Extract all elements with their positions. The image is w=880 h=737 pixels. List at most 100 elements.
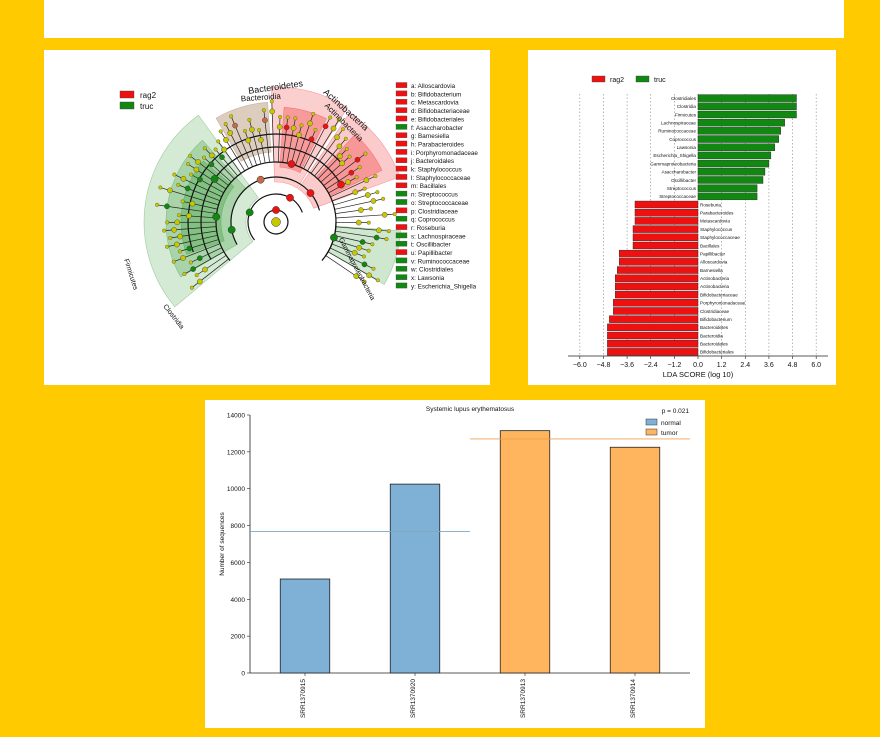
tree-node — [186, 213, 192, 219]
tree-node — [177, 233, 183, 240]
x-tick-label: SRR1370913 — [520, 679, 527, 718]
clade-shade-clostridiales — [180, 160, 235, 255]
tree-leaf — [392, 212, 397, 217]
tree-leaf — [313, 128, 318, 132]
tree-leaf — [177, 249, 182, 254]
tree-leaf — [347, 154, 352, 159]
lda-bar — [697, 102, 797, 110]
bar-legend-swatch-normal — [645, 418, 658, 426]
tree-ring-1 — [247, 193, 303, 241]
tree-leaf — [171, 259, 176, 264]
tree-branch — [190, 247, 222, 263]
tree-node — [366, 272, 372, 279]
lda-bar — [607, 348, 699, 356]
key-entry-f: f: Asaccharobacter — [411, 125, 463, 132]
tree-leaf — [172, 172, 177, 177]
lda-x-axis-label: LDA SCORE (log 10) — [663, 370, 734, 379]
lda-tick-label: −2.4 — [644, 362, 658, 369]
tree-leaf — [216, 139, 221, 144]
tree-leaf — [247, 117, 252, 122]
tree-node — [269, 108, 275, 115]
tree-node — [186, 245, 193, 252]
tree-node — [330, 125, 337, 132]
cladogram-legend-label-truc: truc — [140, 102, 153, 111]
tree-internal-node — [210, 175, 219, 183]
tree-node — [189, 200, 196, 207]
tree-branch — [299, 129, 316, 167]
tree-node — [195, 159, 201, 165]
lda-bar — [697, 110, 797, 119]
key-entry-k: k: Staphylococcus — [411, 167, 462, 174]
tree-node — [358, 207, 364, 213]
key-entry-g: g: Barnesiella — [411, 133, 450, 140]
lda-bar — [697, 143, 776, 151]
lda-bar-label: Actinobacteria — [700, 284, 730, 289]
lda-bar-label: Staphylococcaceae — [700, 235, 740, 240]
tree-leaf — [371, 266, 376, 271]
lda-tick-label: 4.8 — [788, 362, 798, 369]
tree-node — [356, 244, 362, 251]
tree-leaf — [180, 199, 185, 204]
key-swatch — [395, 232, 408, 239]
tree-internal-node — [256, 175, 265, 184]
lda-bar — [619, 258, 699, 266]
lda-bar — [697, 118, 785, 127]
lda-legend-swatch-truc — [635, 75, 650, 83]
key-entry-u: u: Papillibacter — [411, 250, 452, 257]
key-swatch — [395, 99, 408, 105]
tree-branch — [326, 166, 360, 190]
tree-node — [336, 143, 343, 150]
tree-leaf — [218, 129, 223, 134]
lda-bar-label: Bifidobacteriales — [700, 350, 734, 355]
sequences-panel: Systemic lupus erythematosus p = 0.021 0 20… — [205, 400, 705, 728]
tree-leaf — [257, 128, 262, 133]
lda-bar-label: Ruminococcaceae — [658, 129, 696, 134]
lda-bar-label: Porphyromonadaceae — [700, 301, 746, 306]
key-swatch — [395, 107, 408, 113]
lda-tick-label: −6.0 — [573, 362, 587, 369]
tree-leaf — [165, 220, 170, 225]
y-axis-label: Number of sequences — [219, 511, 226, 575]
tree-internal-node — [227, 225, 236, 234]
tree-leaf — [293, 116, 298, 121]
lda-bar-label: Lawsonia — [677, 145, 697, 150]
lda-bar — [697, 184, 758, 192]
lda-bar-label: Barnesiella — [700, 268, 723, 273]
key-entry-b: b: Bifidobacterium — [411, 91, 461, 98]
lda-bar-label: Streptococcaceae — [659, 194, 696, 199]
sequence-bar — [609, 446, 661, 674]
tree-branch — [332, 188, 365, 202]
tree-leaf — [361, 254, 366, 259]
cladogram-legend-swatch-truc — [119, 101, 135, 110]
key-entry-o: o: Streptococcaceae — [411, 200, 469, 207]
tree-node — [174, 219, 180, 226]
lda-legend-swatch-rag2 — [591, 75, 606, 83]
lda-tick-label: 1.2 — [717, 362, 727, 369]
key-swatch — [395, 274, 408, 280]
key-swatch — [395, 190, 408, 197]
key-entry-q: q: Coprococcus — [411, 217, 455, 224]
tree-leaf — [340, 127, 345, 132]
lda-tick-label: −3.6 — [620, 362, 634, 369]
tree-node — [245, 137, 252, 144]
lda-bar — [619, 249, 699, 258]
tree-node — [167, 187, 173, 194]
tree-ring-0 — [263, 209, 289, 235]
lda-bar-label: Alloscardovia — [700, 260, 728, 265]
lda-bar — [697, 159, 770, 168]
tree-leaf — [261, 108, 266, 113]
key-swatch — [395, 266, 408, 272]
tree-leaf — [381, 196, 386, 201]
key-entry-r: r: Roseburia — [411, 225, 446, 232]
tree-branch — [215, 149, 238, 177]
lda-bar — [617, 266, 699, 274]
key-entry-y: y: Escherichia_Shigella — [411, 283, 477, 290]
lda-bar-label: Asaccharobacter — [662, 170, 697, 175]
tree-internal-node — [245, 208, 254, 217]
tree-branch — [196, 255, 227, 276]
tree-node — [376, 227, 382, 234]
y-tick-label: 2000 — [231, 634, 246, 641]
tree-branch — [178, 214, 217, 219]
key-entry-x: x: Lawsonia — [411, 275, 445, 282]
